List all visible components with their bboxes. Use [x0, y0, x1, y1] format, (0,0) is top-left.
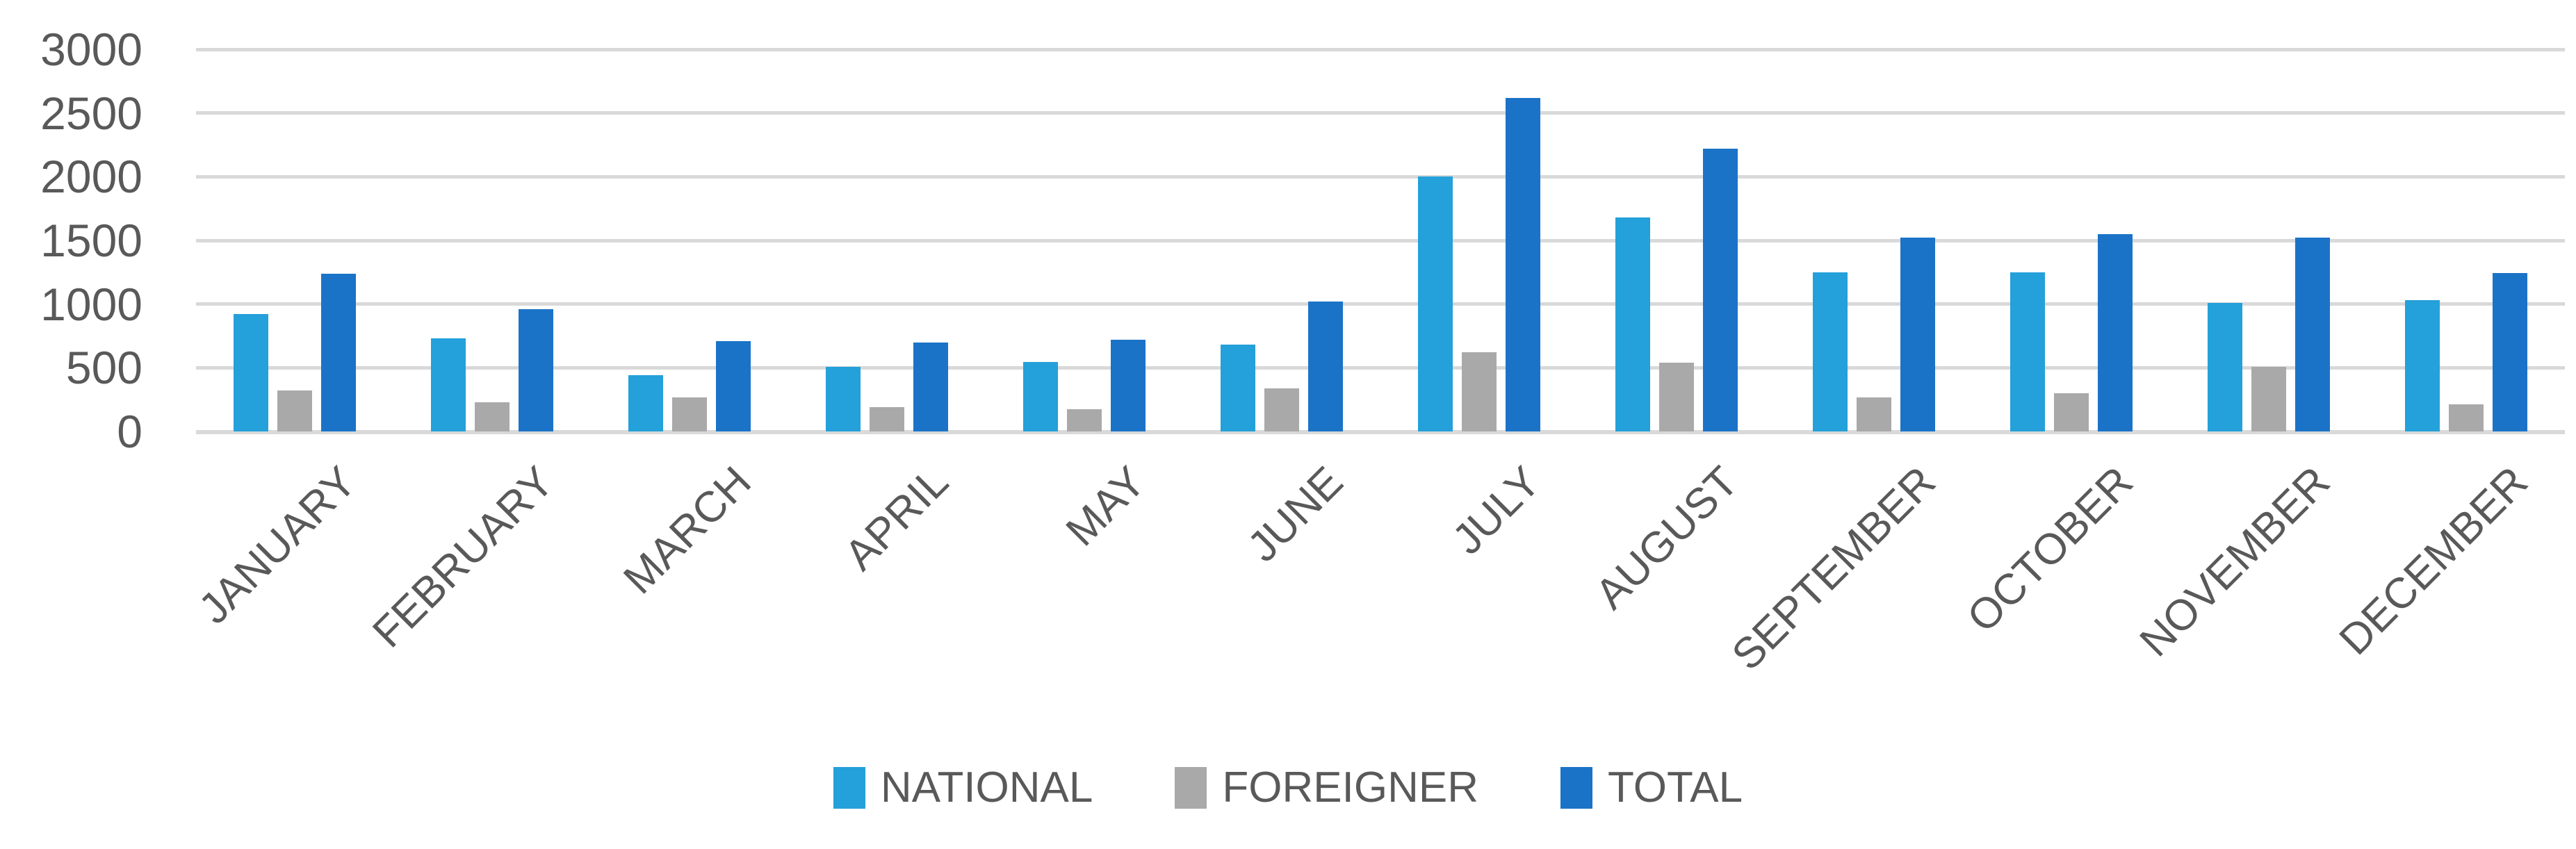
bar-foreigner-january — [277, 390, 312, 431]
bar-total-january — [321, 273, 356, 431]
x-axis-category-label: SEPTEMBER — [1722, 457, 1945, 679]
x-axis-category-label: MAY — [1057, 457, 1155, 556]
x-axis-category-label: AUGUST — [1586, 457, 1747, 619]
bar-foreigner-april — [870, 407, 904, 431]
bar-total-august — [1703, 149, 1738, 431]
y-axis-tick-label: 3000 — [40, 24, 142, 75]
x-axis-category-label: APRIL — [835, 457, 958, 580]
legend-item-total: TOTAL — [1560, 763, 1743, 812]
bar-foreigner-november — [2251, 366, 2286, 431]
gridline — [196, 47, 2565, 51]
bar-foreigner-february — [475, 402, 510, 431]
bar-total-april — [913, 342, 948, 431]
y-axis-tick-label: 0 — [117, 406, 142, 457]
legend-swatch-national — [833, 766, 865, 809]
bar-total-november — [2295, 238, 2330, 431]
legend-item-foreigner: FOREIGNER — [1175, 763, 1478, 812]
y-axis-tick-label: 1500 — [40, 215, 142, 266]
bar-foreigner-june — [1264, 388, 1299, 431]
bar-national-september — [1813, 272, 1848, 431]
bar-total-may — [1111, 340, 1146, 431]
y-axis-tick-label: 2500 — [40, 87, 142, 139]
y-axis-tick-label: 2000 — [40, 151, 142, 203]
x-axis-category-label: MARCH — [614, 457, 760, 604]
bar-national-december — [2405, 300, 2440, 431]
bar-national-april — [826, 366, 861, 431]
bar-foreigner-may — [1067, 409, 1102, 431]
bar-foreigner-september — [1857, 397, 1891, 431]
bar-total-march — [716, 340, 751, 431]
bar-total-december — [2493, 272, 2527, 431]
x-axis-category-label: FEBRUARY — [363, 457, 563, 657]
bar-total-february — [519, 309, 553, 431]
x-axis-category-label: DECEMBER — [2330, 457, 2537, 664]
legend-item-national: NATIONAL — [833, 763, 1093, 812]
bar-national-november — [2208, 302, 2242, 431]
gridline — [196, 365, 2565, 370]
bar-total-october — [2098, 233, 2133, 431]
bar-national-march — [628, 375, 663, 431]
bar-foreigner-october — [2054, 393, 2089, 431]
gridline — [196, 238, 2565, 242]
bar-national-january — [234, 314, 268, 431]
x-axis-category-label: JUNE — [1239, 457, 1353, 571]
gridline — [196, 174, 2565, 179]
y-axis-tick-label: 1000 — [40, 278, 142, 330]
x-axis-category-label: JULY — [1443, 457, 1550, 564]
bar-national-june — [1221, 345, 1255, 431]
bar-national-july — [1418, 176, 1453, 431]
x-axis-line — [196, 429, 2565, 434]
bar-total-september — [1900, 238, 1935, 431]
y-axis-tick-label: 500 — [65, 342, 142, 394]
legend-label: NATIONAL — [880, 764, 1093, 811]
bar-national-february — [431, 338, 466, 431]
bar-national-october — [2010, 272, 2045, 431]
x-axis-category-label: NOVEMBER — [2130, 457, 2340, 666]
bar-national-may — [1023, 362, 1058, 431]
bar-total-june — [1308, 302, 1343, 431]
bar-foreigner-march — [672, 397, 707, 431]
bar-foreigner-july — [1462, 352, 1497, 431]
legend-label: FOREIGNER — [1222, 764, 1478, 811]
bar-foreigner-august — [1659, 363, 1694, 431]
legend: NATIONAL FOREIGNER TOTAL — [0, 763, 2576, 812]
legend-label: TOTAL — [1607, 764, 1743, 811]
bar-foreigner-december — [2449, 404, 2484, 431]
legend-swatch-foreigner — [1175, 766, 1207, 809]
legend-swatch-total — [1560, 766, 1592, 809]
x-axis-category-label: OCTOBER — [1957, 457, 2142, 642]
gridline — [196, 302, 2565, 306]
bar-national-august — [1615, 217, 1650, 431]
bar-total-july — [1506, 97, 1540, 431]
x-axis-category-label: JANUARY — [189, 457, 366, 634]
gridline — [196, 111, 2565, 115]
